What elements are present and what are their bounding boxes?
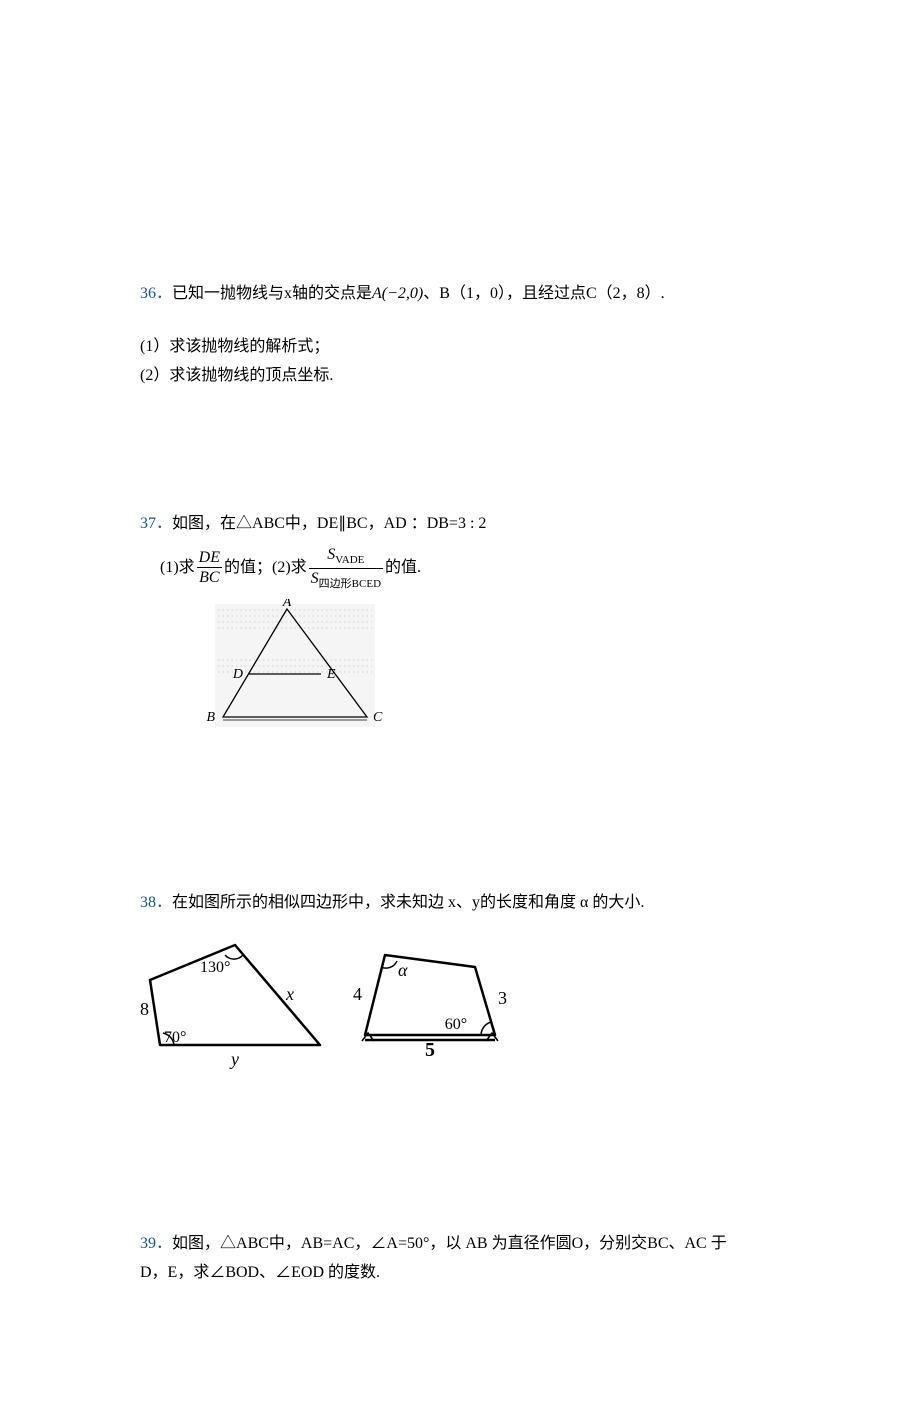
- q37-suffix: 的值.: [385, 554, 421, 583]
- svg-text:α: α: [398, 960, 408, 980]
- q39-number: 39．: [140, 1235, 172, 1252]
- q37-frac2-den: S四边形BCED: [309, 569, 383, 591]
- svg-text:B: B: [206, 710, 215, 725]
- q37-frac2-den-s: S: [311, 570, 319, 587]
- svg-text:60°: 60°: [445, 1016, 467, 1033]
- q36-text-a: 已知一抛物线与x轴的交点是: [172, 280, 372, 309]
- svg-text:4: 4: [353, 984, 362, 1004]
- q38-number: 38．: [140, 889, 172, 918]
- q37-frac2: SVADE S四边形BCED: [309, 545, 383, 591]
- q37-frac1-den: BC: [197, 568, 222, 589]
- problem-38: 38． 在如图所示的相似四边形中，求未知边 x、y的长度和角度 α 的大小. 8…: [140, 889, 780, 1070]
- q36-part2: (2）求该抛物线的顶点坐标.: [140, 362, 780, 391]
- problem-39: 39．如图，△ABC中，AB=AC，∠A=50°，以 AB 为直径作圆O，分别交…: [140, 1230, 780, 1288]
- q37-number: 37．: [140, 510, 172, 539]
- problem-37: 37． 如图，在△ABC中，DE∥BC，AD ：DB=3 : 2 (1)求 DE…: [140, 510, 780, 729]
- q37-frac2-num-sub: VADE: [335, 554, 364, 566]
- svg-text:A: A: [282, 599, 292, 610]
- svg-text:C: C: [373, 710, 383, 725]
- svg-text:E: E: [326, 667, 336, 682]
- q37-frac1-num: DE: [197, 548, 222, 568]
- svg-text:3: 3: [498, 988, 507, 1008]
- problem-36: 36． 已知一抛物线与x轴的交点是 A(−2,0) 、B（1，0），且经过点C（…: [140, 280, 780, 390]
- q37-parts: (1)求 DE BC 的值；(2)求 SVADE S四边形BCED 的值.: [140, 545, 780, 591]
- svg-text:y: y: [229, 1049, 239, 1069]
- svg-text:130°: 130°: [200, 959, 230, 976]
- q36-line1: 36． 已知一抛物线与x轴的交点是 A(−2,0) 、B（1，0），且经过点C（…: [140, 280, 780, 309]
- q36-number: 36．: [140, 280, 172, 309]
- q37-line1: 37． 如图，在△ABC中，DE∥BC，AD ：DB=3 : 2: [140, 510, 780, 539]
- q37-frac2-num: SVADE: [309, 545, 383, 568]
- svg-text:8: 8: [140, 999, 149, 1019]
- svg-text:D: D: [232, 667, 243, 682]
- svg-text:x: x: [285, 984, 294, 1004]
- q36-point-a: A(−2,0): [372, 280, 423, 309]
- q37-mid: 的值；(2)求: [224, 554, 307, 583]
- q38-text: 在如图所示的相似四边形中，求未知边 x、y的长度和角度 α 的大小.: [172, 889, 644, 918]
- q37-frac2-den-sub: 四边形BCED: [319, 578, 381, 590]
- q38-line1: 38． 在如图所示的相似四边形中，求未知边 x、y的长度和角度 α 的大小.: [140, 889, 780, 918]
- q37-p1-prefix: (1)求: [160, 554, 195, 583]
- q36-part1: (1）求该抛物线的解析式；: [140, 333, 780, 362]
- q38-diagram: 8 130° x 70° y α 4 3 60° 5: [140, 930, 780, 1070]
- svg-text:5: 5: [425, 1039, 435, 1061]
- q39-line2: D，E，求∠BOD、∠EOD 的度数.: [140, 1259, 780, 1288]
- q37-text: 如图，在△ABC中，DE∥BC，AD ：DB=3 : 2: [172, 510, 486, 539]
- q39-text1: 如图，△ABC中，AB=AC，∠A=50°，以 AB 为直径作圆O，分别交BC、…: [172, 1235, 727, 1252]
- svg-text:70°: 70°: [164, 1029, 186, 1046]
- q39-line1: 39．如图，△ABC中，AB=AC，∠A=50°，以 AB 为直径作圆O，分别交…: [140, 1230, 780, 1259]
- q37-frac1: DE BC: [197, 548, 222, 589]
- q37-diagram: A B C D E: [205, 599, 780, 729]
- q36-text-c: 、B（1，0），且经过点C（2，8）.: [423, 280, 664, 309]
